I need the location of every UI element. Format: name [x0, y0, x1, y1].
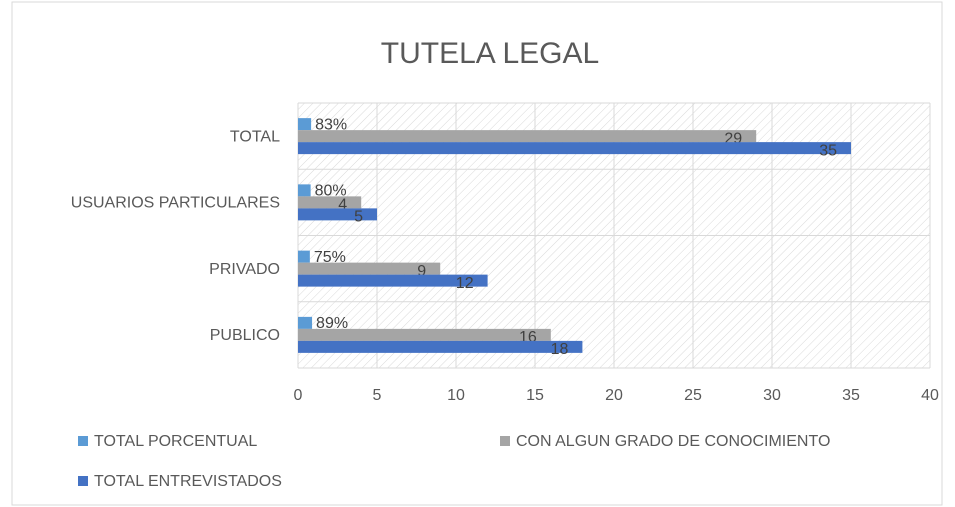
bar — [298, 184, 311, 197]
bar — [298, 208, 377, 221]
data-label: 4 — [338, 197, 347, 214]
data-label: 83% — [315, 116, 347, 133]
bar — [298, 274, 488, 287]
legend-label: TOTAL PORCENTUAL — [94, 433, 257, 450]
y-tick-label: PRIVADO — [209, 261, 280, 278]
data-label: 80% — [315, 183, 347, 200]
y-tick-label: PUBLICO — [210, 327, 280, 344]
x-tick-label: 40 — [921, 387, 939, 404]
y-tick-label: USUARIOS PARTICULARES — [71, 195, 280, 212]
bar — [298, 250, 310, 263]
chart-title: TUTELA LEGAL — [381, 37, 599, 70]
x-tick-label: 35 — [842, 387, 860, 404]
data-label: 18 — [551, 341, 569, 358]
legend-swatch — [78, 476, 88, 486]
legend-label: TOTAL ENTREVISTADOS — [94, 473, 282, 490]
x-tick-label: 5 — [373, 387, 382, 404]
bar — [298, 196, 362, 209]
x-tick-label: 30 — [763, 387, 781, 404]
data-label: 75% — [314, 249, 346, 266]
legend-label: CON ALGUN GRADO DE CONOCIMIENTO — [516, 433, 830, 450]
y-tick-label: TOTAL — [230, 128, 280, 145]
data-label: 9 — [417, 263, 426, 280]
data-label: 12 — [456, 275, 474, 292]
legend-swatch — [78, 436, 88, 446]
bar — [298, 340, 583, 353]
legend-swatch — [500, 436, 510, 446]
bar — [298, 328, 551, 341]
x-tick-label: 10 — [447, 387, 465, 404]
x-tick-label: 15 — [526, 387, 544, 404]
x-tick-label: 0 — [294, 387, 303, 404]
data-label: 89% — [316, 315, 348, 332]
bar — [298, 130, 757, 143]
bar — [298, 316, 313, 329]
bar — [298, 262, 441, 275]
bar — [298, 142, 851, 155]
data-label: 35 — [819, 142, 837, 159]
x-tick-label: 25 — [684, 387, 702, 404]
x-tick-label: 20 — [605, 387, 623, 404]
data-label: 5 — [354, 209, 363, 226]
bar — [298, 118, 312, 131]
